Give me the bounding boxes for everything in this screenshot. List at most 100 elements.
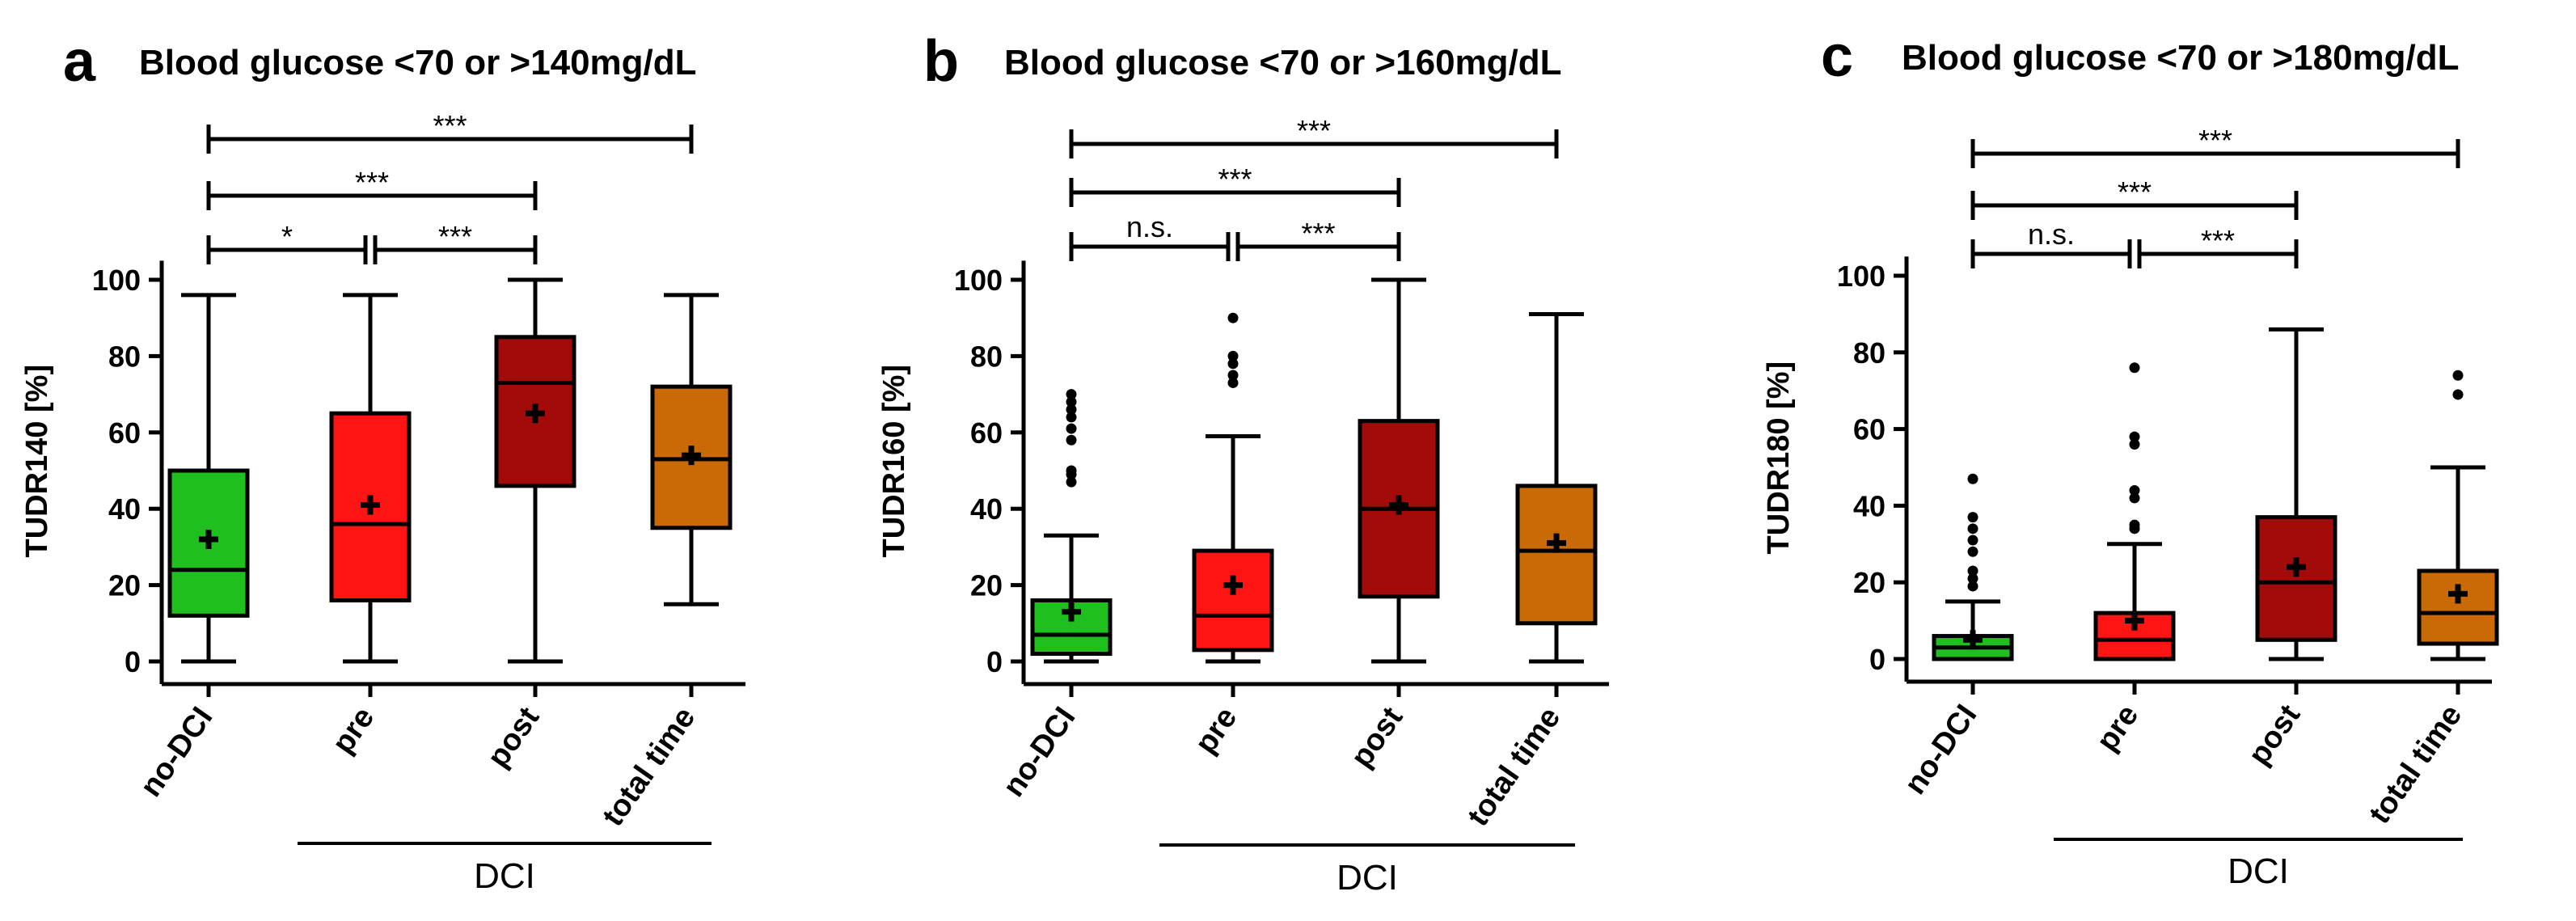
mean-marker <box>1223 575 1243 595</box>
box-no-DCI <box>1932 473 2014 661</box>
y-tick-label: 100 <box>92 264 141 297</box>
mean-marker <box>526 403 545 424</box>
outlier-point <box>1227 350 1239 361</box>
chart-title: Blood glucose <70 or >180mg/dL <box>1902 38 2460 78</box>
panel-letter: c <box>1821 24 1853 89</box>
x-category-label: post <box>2242 699 2308 771</box>
x-category-label: post <box>1345 701 1410 774</box>
significance-label: *** <box>2201 224 2235 257</box>
outlier-point <box>1967 512 1978 523</box>
significance-label: n.s. <box>2028 218 2075 251</box>
outlier-point <box>1967 565 1978 577</box>
outlier-point <box>1066 423 1077 434</box>
y-tick-label: 60 <box>1853 413 1886 446</box>
mean-marker <box>2448 584 2468 604</box>
outlier-point <box>2129 492 2140 504</box>
box-total-time <box>2417 370 2499 661</box>
significance-bracket: *** <box>1069 163 1401 207</box>
significance-bracket: n.s. <box>1970 218 2132 268</box>
significance-label: *** <box>2198 124 2232 157</box>
outlier-point <box>2452 370 2464 381</box>
group-label: DCI <box>2228 851 2289 891</box>
significance-label: *** <box>438 220 472 253</box>
outlier-point <box>1066 476 1077 488</box>
y-tick-label: 20 <box>970 569 1003 602</box>
outlier-point <box>1967 581 1978 592</box>
y-tick-label: 40 <box>108 492 141 526</box>
y-tick-label: 80 <box>970 340 1003 373</box>
mean-marker <box>1062 602 1081 622</box>
box-body <box>1515 484 1598 626</box>
outlier-point <box>1066 434 1077 446</box>
y-tick-label: 40 <box>970 492 1003 526</box>
box-post <box>494 277 576 664</box>
panel-letter: b <box>923 29 959 94</box>
x-category-label: no-DCI <box>134 701 220 803</box>
box-no-DCI <box>167 293 250 664</box>
x-category-label: total time <box>1461 701 1567 832</box>
significance-bracket: * <box>206 220 368 264</box>
outlier-point <box>1066 465 1077 476</box>
mean-marker <box>361 495 380 515</box>
box-pre <box>1192 312 1274 664</box>
y-tick-label: 80 <box>1853 336 1886 370</box>
box-post <box>2255 327 2337 661</box>
y-tick-label: 100 <box>954 264 1003 297</box>
box-total-time <box>1515 311 1598 664</box>
outlier-point <box>1967 546 1978 557</box>
significance-bracket: *** <box>206 109 694 154</box>
y-tick-label: 80 <box>108 340 141 373</box>
significance-label: *** <box>355 166 389 199</box>
outlier-point <box>2129 519 2140 530</box>
significance-bracket: *** <box>1235 217 1401 261</box>
x-category-label: pre <box>1189 701 1244 760</box>
y-tick-label: 60 <box>108 416 141 450</box>
outlier-point <box>1967 473 1978 484</box>
outlier-point <box>1066 389 1077 400</box>
box-body <box>2417 568 2499 646</box>
group-label: DCI <box>474 856 535 896</box>
x-category-label: post <box>481 701 547 774</box>
group-label: DCI <box>1337 858 1398 898</box>
mean-marker <box>1389 495 1408 515</box>
outlier-point <box>1066 412 1077 423</box>
outlier-point <box>2129 362 2140 374</box>
y-tick-label: 0 <box>1869 643 1886 676</box>
y-axis-label: TUDR160 [%] <box>877 365 911 558</box>
outlier-point <box>2129 484 2140 496</box>
significance-label: *** <box>433 109 467 142</box>
y-tick-label: 0 <box>125 645 141 678</box>
x-category-label: no-DCI <box>997 701 1083 803</box>
chart-title: Blood glucose <70 or >140mg/dL <box>139 43 697 82</box>
outlier-point <box>1227 377 1239 388</box>
box-total-time <box>650 293 733 606</box>
significance-label: *** <box>2118 175 2152 209</box>
significance-bracket: *** <box>2137 224 2299 268</box>
y-tick-label: 20 <box>108 569 141 602</box>
x-category-label: total time <box>2363 699 2468 830</box>
outlier-point <box>2129 431 2140 442</box>
significance-label: * <box>281 220 293 253</box>
box-pre <box>329 293 412 664</box>
x-category-label: pre <box>2090 699 2145 758</box>
box-no-DCI <box>1030 389 1113 664</box>
significance-bracket: *** <box>1069 114 1559 158</box>
panel-c: c Blood glucose <70 or >180mg/dL 0 20 40 60 80… <box>1762 24 2499 891</box>
outlier-point <box>1967 534 1978 546</box>
x-category-label: total time <box>596 701 702 832</box>
significance-label: *** <box>1301 217 1335 250</box>
outlier-point <box>1967 523 1978 534</box>
y-axis-label: TUDR180 [%] <box>1762 361 1796 555</box>
box-body <box>1192 548 1274 653</box>
box-post <box>1358 277 1440 664</box>
mean-marker <box>2125 610 2144 631</box>
x-category-label: no-DCI <box>1898 699 1984 801</box>
y-axis-label: TUDR140 [%] <box>20 365 54 558</box>
chart-title: Blood glucose <70 or >160mg/dL <box>1004 43 1562 82</box>
mean-marker <box>682 446 701 466</box>
significance-bracket: n.s. <box>1069 210 1231 261</box>
panel-letter: a <box>63 29 96 94</box>
y-tick-label: 0 <box>986 645 1003 678</box>
outlier-point <box>1967 572 1978 584</box>
box-body <box>2255 515 2337 642</box>
